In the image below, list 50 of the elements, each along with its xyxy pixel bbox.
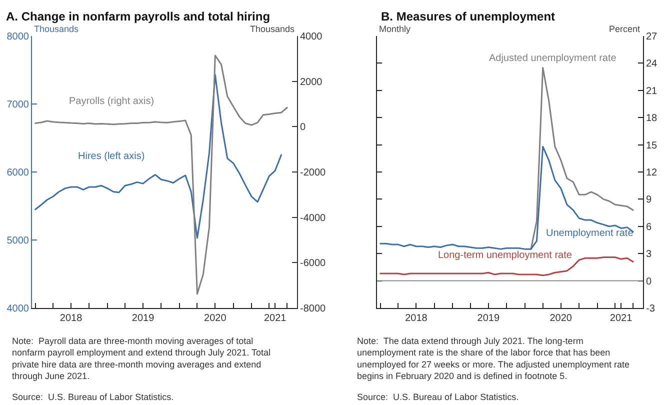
chart-title: B. Measures of unemployment xyxy=(381,10,556,24)
y-tick-label: -3 xyxy=(646,304,656,314)
text: Note: Payroll data are three-month moving averages of total nonfarm payroll employment and extend through July 2021. Total private hire data are three-month moving averages and extend through June 2021. xyxy=(12,336,270,382)
y2-tick-label: -4000 xyxy=(300,212,326,224)
line-series xyxy=(380,146,634,250)
y-tick-label: 5000 xyxy=(6,236,30,246)
y2-axis-title: Thousands xyxy=(250,24,296,34)
y-tick-label: 15 xyxy=(646,140,658,152)
line-series xyxy=(34,74,282,239)
x-tick-label: 2021 xyxy=(264,313,287,324)
y-axis-title: Percent xyxy=(609,24,641,34)
y2-tick-label: -6000 xyxy=(300,258,326,270)
x-tick-label: 2019 xyxy=(477,313,500,324)
y-tick-label: 8000 xyxy=(6,32,30,42)
x-tick-label: 2018 xyxy=(60,313,83,324)
x-tick-label: 2019 xyxy=(132,313,155,324)
y-tick-label: 18 xyxy=(646,113,658,124)
line-series xyxy=(34,54,288,295)
y-tick-label: 4000 xyxy=(6,304,30,314)
y2-tick-label: 2000 xyxy=(300,76,323,88)
y-tick-label: 27 xyxy=(646,32,658,42)
y-tick-label: 6 xyxy=(646,222,652,233)
text: Monthly xyxy=(379,24,412,34)
x-tick-label: 2020 xyxy=(550,313,572,324)
y2-tick-label: -2000 xyxy=(300,168,326,178)
y2-tick-label: 0 xyxy=(300,122,306,134)
y-tick-label: 3 xyxy=(646,249,652,260)
text: Note: The data extend through July 2021. The long-term unemployment rate is the share of the labor force that has been unemployed for 27 weeks or more. The adjusted unemployment rate begins in February 2020 and is defined in footnote 5. xyxy=(357,336,630,382)
series-label: Hires (left axis) xyxy=(78,151,145,162)
series-label: Payrolls (right axis) xyxy=(69,96,154,107)
x-tick-label: 2020 xyxy=(204,313,227,324)
series-label: Unemployment rate xyxy=(546,228,634,239)
line-series xyxy=(530,66,634,250)
y-tick-label: 21 xyxy=(646,86,658,97)
y-tick-label: 24 xyxy=(646,58,658,70)
source-note: Source: U.S. Bureau of Labor Statistics. xyxy=(357,392,519,402)
series-label: Long-term unemployment rate xyxy=(438,250,572,261)
y2-tick-label: -8000 xyxy=(300,304,326,314)
y-axis-title: Thousands xyxy=(34,24,80,34)
y-tick-label: 7000 xyxy=(6,100,30,110)
x-tick-label: 2021 xyxy=(610,313,633,324)
y-tick-label: 12 xyxy=(646,168,658,178)
source-note: Source: U.S. Bureau of Labor Statistics. xyxy=(12,392,174,402)
y-tick-label: 9 xyxy=(646,194,652,206)
x-tick-label: 2018 xyxy=(405,313,428,324)
y2-tick-label: 4000 xyxy=(300,32,323,42)
chart-title: A. Change in nonfarm payrolls and total hiring xyxy=(6,10,270,24)
y-tick-label: 6000 xyxy=(6,168,30,178)
y-tick-label: 0 xyxy=(646,276,652,288)
series-label: Adjusted unemployment rate xyxy=(489,53,617,64)
